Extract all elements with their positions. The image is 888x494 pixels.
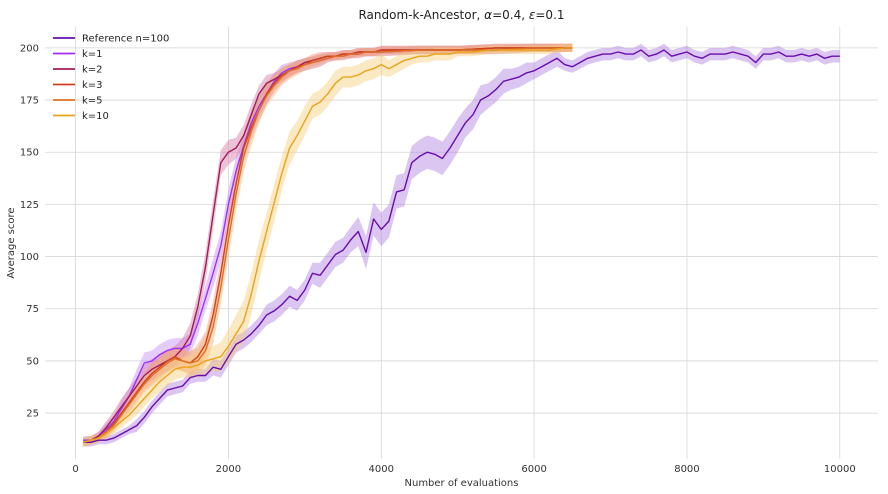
y-tick-label: 75 <box>26 304 39 315</box>
chart-title: Random-k-Ancestor, α=0.4, ε=0.1 <box>358 8 564 22</box>
legend-label: k=10 <box>82 111 109 122</box>
x-tick-label: 8000 <box>674 464 699 475</box>
y-tick-label: 50 <box>26 356 39 367</box>
legend-label: k=2 <box>82 65 103 76</box>
series-line-5 <box>83 47 573 443</box>
x-tick-label: 6000 <box>521 464 546 475</box>
y-tick-label: 125 <box>20 200 39 211</box>
series-lines <box>83 47 840 443</box>
y-tick-label: 150 <box>20 148 39 159</box>
x-tick-label: 2000 <box>216 464 241 475</box>
y-tick-label: 100 <box>20 252 39 263</box>
y-tick-label: 175 <box>20 96 39 107</box>
legend-label: k=3 <box>82 80 103 91</box>
y-tick-label: 200 <box>20 43 39 54</box>
series-band-5 <box>83 43 573 447</box>
x-tick-label: 4000 <box>369 464 394 475</box>
x-axis-label: Number of evaluations <box>405 478 519 489</box>
series-line-0 <box>83 49 840 443</box>
y-axis-label: Average score <box>6 207 17 278</box>
series-band-3 <box>83 43 573 447</box>
legend-label: k=1 <box>82 49 103 60</box>
x-tick-label: 0 <box>72 464 78 475</box>
plot-background <box>45 27 878 459</box>
y-tick-label: 25 <box>26 409 39 420</box>
legend-label: Reference n=100 <box>82 34 169 45</box>
x-tick-label: 10000 <box>824 464 856 475</box>
series-band-4 <box>83 43 573 447</box>
legend: Reference n=100 k=1 k=2 k=3 k=5 k=10 <box>53 34 169 122</box>
series-band-0 <box>83 43 840 447</box>
legend-label: k=5 <box>82 96 103 107</box>
confidence-bands <box>83 43 840 447</box>
series-line-4 <box>83 47 573 443</box>
tick-labels: 0 2000 4000 6000 8000 10000 25 50 75 100 125 150 175… <box>20 43 856 475</box>
